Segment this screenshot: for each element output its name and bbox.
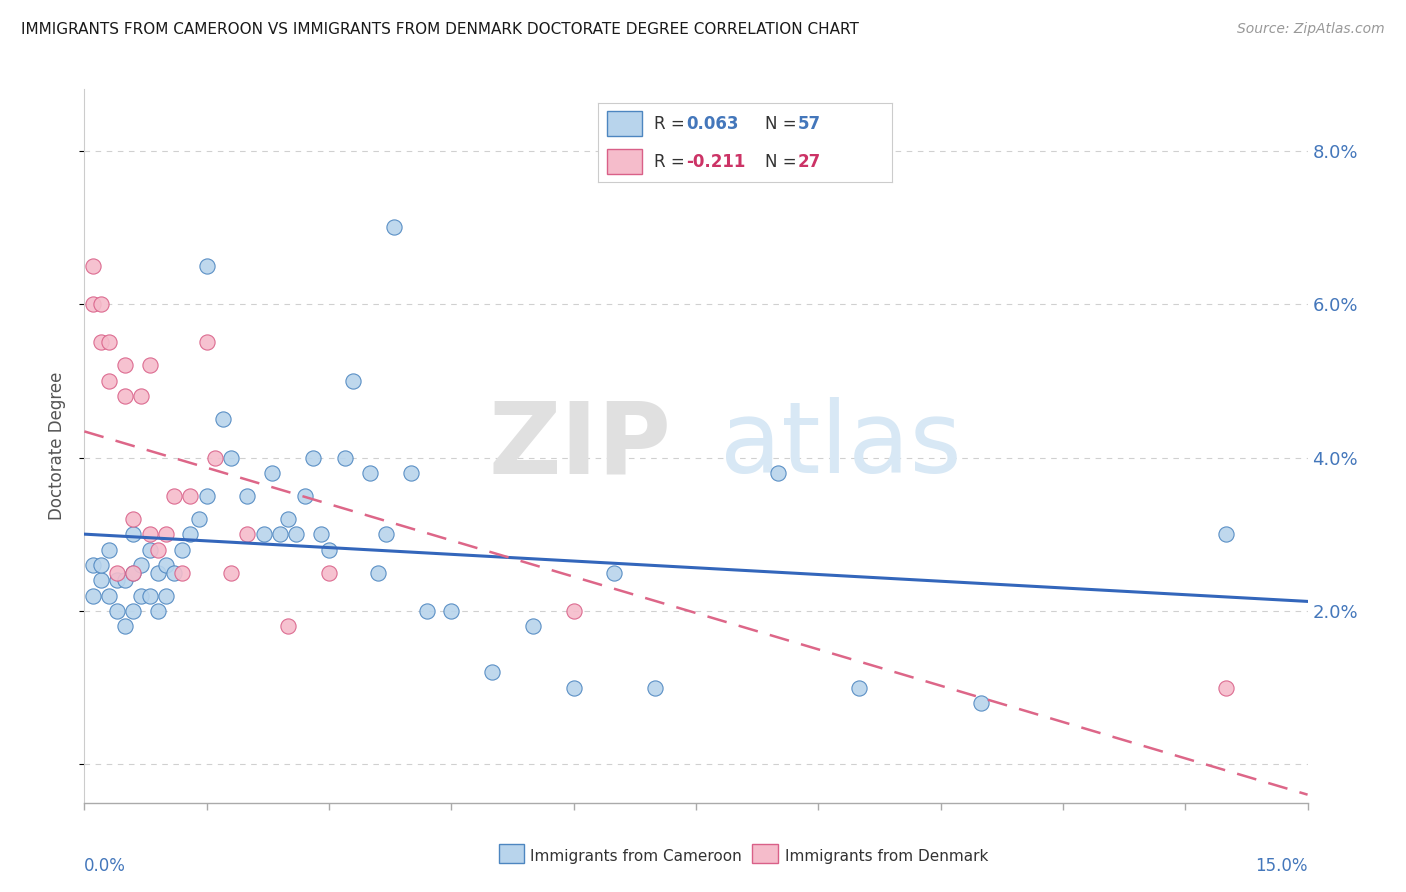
Point xyxy=(382,220,405,235)
Point xyxy=(1215,681,1237,695)
Point xyxy=(269,527,291,541)
Point xyxy=(146,604,169,618)
Point xyxy=(375,527,398,541)
Text: Immigrants from Cameroon: Immigrants from Cameroon xyxy=(530,849,742,863)
Point xyxy=(114,359,136,373)
Point xyxy=(97,542,120,557)
Point xyxy=(522,619,544,633)
Point xyxy=(155,527,177,541)
Point xyxy=(440,604,463,618)
Point xyxy=(172,542,194,557)
Point xyxy=(260,466,283,480)
Point xyxy=(253,527,276,541)
Point xyxy=(163,489,186,503)
Point xyxy=(195,335,218,350)
Point xyxy=(219,450,242,465)
Point xyxy=(301,450,323,465)
Text: IMMIGRANTS FROM CAMEROON VS IMMIGRANTS FROM DENMARK DOCTORATE DEGREE CORRELATION: IMMIGRANTS FROM CAMEROON VS IMMIGRANTS F… xyxy=(21,22,859,37)
Point xyxy=(90,335,112,350)
Point xyxy=(172,566,194,580)
Point xyxy=(603,566,626,580)
Point xyxy=(82,297,104,311)
Point xyxy=(138,359,160,373)
Y-axis label: Doctorate Degree: Doctorate Degree xyxy=(48,372,66,520)
Point xyxy=(359,466,381,480)
Point xyxy=(179,489,201,503)
Point xyxy=(131,589,153,603)
Point xyxy=(562,604,585,618)
Point xyxy=(416,604,439,618)
Point xyxy=(82,259,104,273)
Point xyxy=(138,542,160,557)
Point xyxy=(212,412,235,426)
Point xyxy=(122,566,145,580)
Point xyxy=(131,558,153,572)
Point xyxy=(122,512,145,526)
Point xyxy=(481,665,503,680)
Point xyxy=(105,574,128,588)
Point xyxy=(236,527,259,541)
Point xyxy=(236,489,259,503)
Point xyxy=(90,297,112,311)
Point xyxy=(97,374,120,388)
Point xyxy=(105,604,128,618)
Point xyxy=(367,566,389,580)
Point xyxy=(1215,527,1237,541)
Point xyxy=(187,512,209,526)
Text: 15.0%: 15.0% xyxy=(1256,856,1308,874)
Point xyxy=(277,512,299,526)
Point xyxy=(219,566,242,580)
Point xyxy=(766,466,789,480)
Point xyxy=(122,566,145,580)
Point xyxy=(90,558,112,572)
Point xyxy=(309,527,332,541)
Point xyxy=(848,681,870,695)
Point xyxy=(179,527,201,541)
Point xyxy=(155,589,177,603)
Point xyxy=(122,527,145,541)
Point xyxy=(114,574,136,588)
Point xyxy=(97,335,120,350)
Point xyxy=(122,604,145,618)
Point xyxy=(97,589,120,603)
Point xyxy=(138,527,160,541)
Point xyxy=(285,527,308,541)
Text: Source: ZipAtlas.com: Source: ZipAtlas.com xyxy=(1237,22,1385,37)
Point xyxy=(644,681,666,695)
Point xyxy=(335,450,357,465)
Text: ZIP: ZIP xyxy=(489,398,672,494)
Text: 0.0%: 0.0% xyxy=(84,856,127,874)
Point xyxy=(146,542,169,557)
Point xyxy=(114,389,136,403)
Text: Immigrants from Denmark: Immigrants from Denmark xyxy=(785,849,988,863)
Point xyxy=(146,566,169,580)
Point xyxy=(195,489,218,503)
Point xyxy=(277,619,299,633)
Point xyxy=(195,259,218,273)
Point xyxy=(82,589,104,603)
Point xyxy=(105,566,128,580)
Point xyxy=(970,696,993,710)
Point xyxy=(82,558,104,572)
Point xyxy=(114,619,136,633)
Point xyxy=(204,450,226,465)
Point xyxy=(155,558,177,572)
Text: atlas: atlas xyxy=(720,398,962,494)
Point xyxy=(342,374,364,388)
Point xyxy=(131,389,153,403)
Point xyxy=(399,466,422,480)
Point xyxy=(90,574,112,588)
Point xyxy=(138,589,160,603)
Point xyxy=(163,566,186,580)
Point xyxy=(318,566,340,580)
Point xyxy=(294,489,316,503)
Point xyxy=(318,542,340,557)
Point xyxy=(562,681,585,695)
